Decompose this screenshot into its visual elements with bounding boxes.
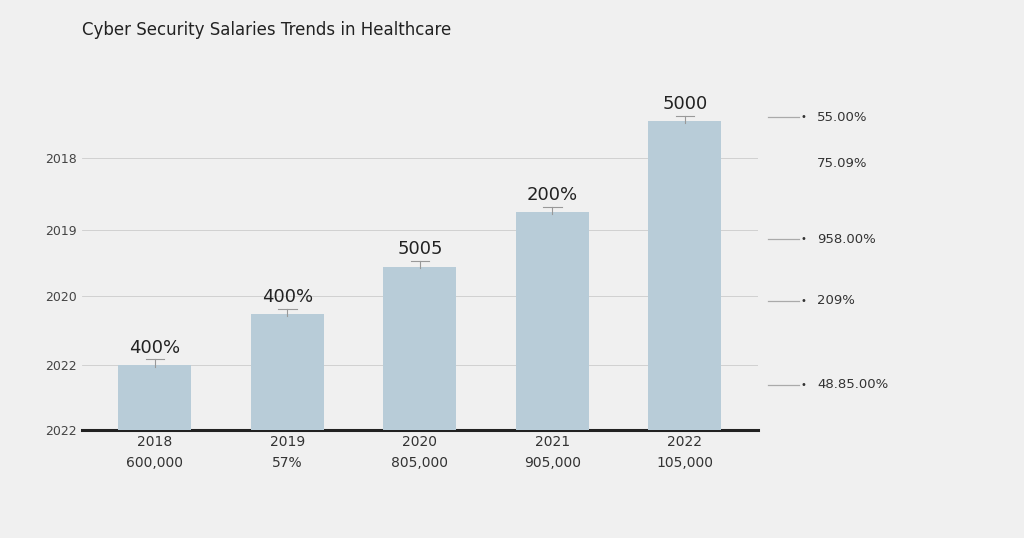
Text: 400%: 400% [262,288,313,306]
Text: Cyber Security Salaries Trends in Healthcare: Cyber Security Salaries Trends in Health… [82,20,452,39]
Text: 200%: 200% [526,186,578,204]
Text: 958.00%: 958.00% [817,233,876,246]
Text: 55.00%: 55.00% [817,111,867,124]
Text: 5005: 5005 [397,240,442,258]
Text: •: • [801,295,807,306]
Bar [251,314,324,430]
Text: 209%: 209% [817,294,855,307]
Bar [119,365,191,430]
Text: 5000: 5000 [663,95,708,113]
Text: 400%: 400% [129,338,180,357]
Bar [648,121,721,430]
Text: 75.09%: 75.09% [817,157,867,169]
Text: •: • [801,112,807,122]
Text: •: • [801,380,807,390]
Text: 48.85.00%: 48.85.00% [817,378,889,391]
Bar [383,267,457,430]
Bar [516,212,589,430]
Text: •: • [801,235,807,244]
